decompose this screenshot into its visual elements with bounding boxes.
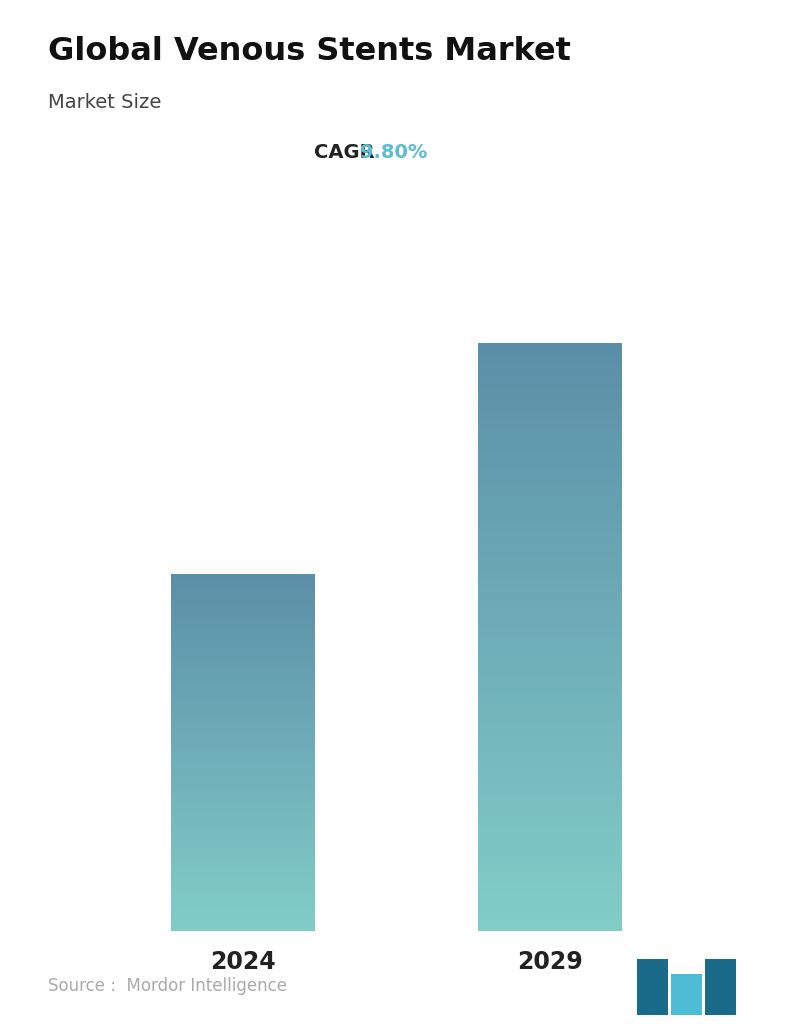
- Polygon shape: [671, 974, 702, 1015]
- Text: 9.80%: 9.80%: [360, 143, 427, 161]
- Text: Market Size: Market Size: [48, 93, 161, 112]
- Text: CAGR: CAGR: [314, 143, 382, 161]
- Text: Global Venous Stents Market: Global Venous Stents Market: [48, 36, 571, 67]
- Polygon shape: [705, 959, 736, 1015]
- Polygon shape: [637, 959, 668, 1015]
- Text: Source :  Mordor Intelligence: Source : Mordor Intelligence: [48, 977, 287, 995]
